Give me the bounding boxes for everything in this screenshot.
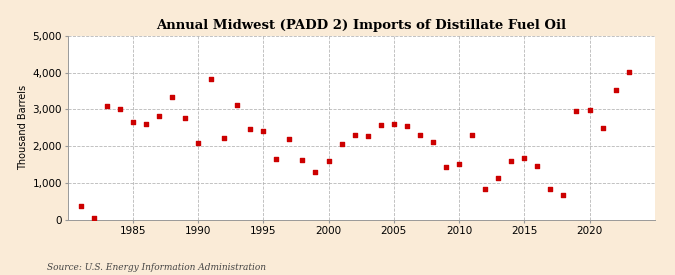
Point	[310, 170, 321, 174]
Point	[519, 156, 530, 160]
Point	[297, 157, 308, 162]
Point	[167, 94, 178, 99]
Point	[206, 77, 217, 81]
Point	[271, 157, 281, 161]
Point	[323, 159, 334, 163]
Point	[623, 70, 634, 74]
Point	[402, 123, 412, 128]
Point	[480, 187, 491, 191]
Point	[493, 176, 504, 180]
Point	[388, 122, 399, 127]
Point	[545, 187, 556, 192]
Point	[375, 123, 386, 127]
Point	[506, 159, 516, 163]
Point	[284, 137, 295, 141]
Point	[88, 216, 99, 220]
Point	[558, 193, 569, 197]
Point	[427, 140, 438, 144]
Point	[584, 108, 595, 112]
Point	[441, 164, 452, 169]
Y-axis label: Thousand Barrels: Thousand Barrels	[18, 85, 28, 170]
Point	[610, 88, 621, 92]
Point	[532, 164, 543, 168]
Point	[114, 107, 125, 112]
Text: Source: U.S. Energy Information Administration: Source: U.S. Energy Information Administ…	[47, 263, 266, 272]
Point	[232, 103, 242, 107]
Point	[192, 141, 203, 145]
Point	[454, 162, 464, 166]
Point	[101, 104, 112, 108]
Point	[180, 115, 190, 120]
Point	[245, 126, 256, 131]
Point	[258, 129, 269, 133]
Point	[571, 109, 582, 113]
Point	[414, 132, 425, 137]
Point	[75, 204, 86, 208]
Point	[153, 114, 164, 118]
Point	[349, 133, 360, 138]
Point	[219, 136, 230, 140]
Point	[362, 134, 373, 138]
Point	[336, 142, 347, 147]
Title: Annual Midwest (PADD 2) Imports of Distillate Fuel Oil: Annual Midwest (PADD 2) Imports of Disti…	[156, 19, 566, 32]
Point	[466, 133, 477, 137]
Point	[597, 126, 608, 130]
Point	[140, 122, 151, 127]
Point	[128, 120, 138, 125]
